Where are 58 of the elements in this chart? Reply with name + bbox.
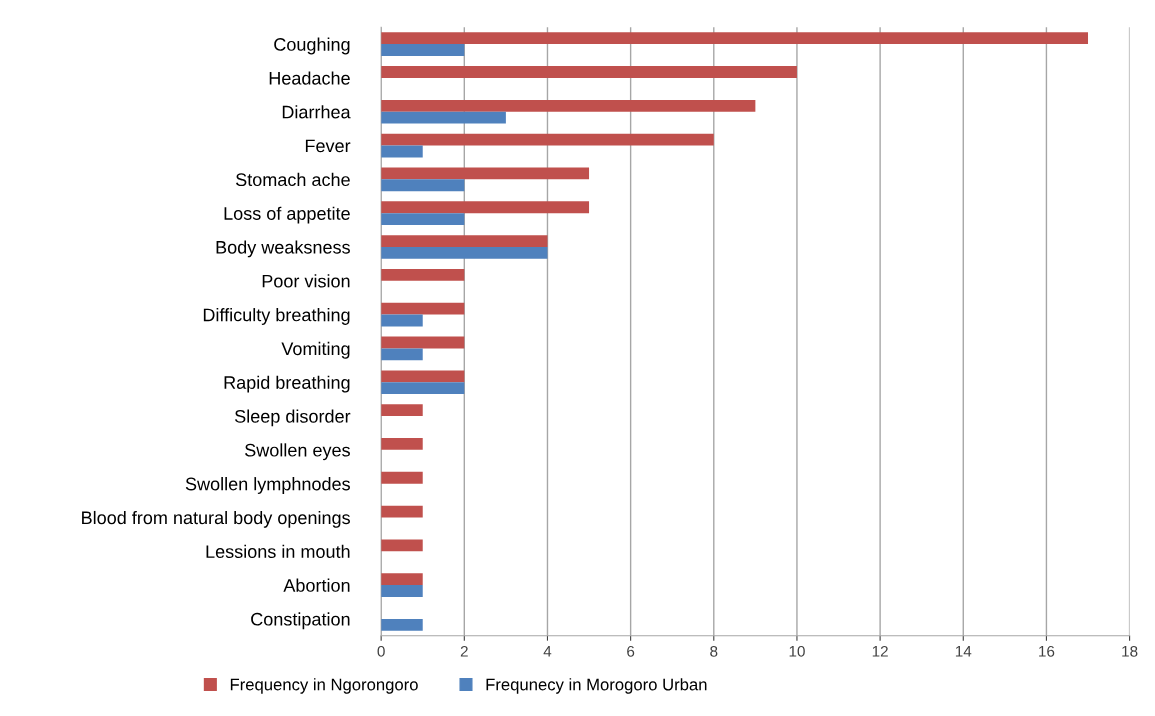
bar xyxy=(381,111,506,124)
bar xyxy=(381,213,465,225)
x-tick-label: 6 xyxy=(627,645,635,657)
x-tick-label: 8 xyxy=(710,645,718,657)
legend-label: Frequency in Ngorongoro xyxy=(230,678,418,694)
bar xyxy=(381,99,756,112)
y-tick-label: Diarrhea xyxy=(282,105,351,119)
y-tick-label: Poor vision xyxy=(262,274,350,288)
bar xyxy=(381,133,714,146)
x-tick-label: 10 xyxy=(789,645,805,657)
bar xyxy=(381,314,423,327)
bar xyxy=(381,179,465,192)
bar xyxy=(381,348,423,361)
bar xyxy=(381,505,423,518)
x-tick-label: 0 xyxy=(377,645,385,657)
bar xyxy=(381,370,465,383)
y-tick-label: Sleep disorder xyxy=(235,409,351,427)
bar xyxy=(381,246,548,259)
y-tick-label: Lessions in mouth xyxy=(206,544,350,558)
bar xyxy=(381,167,590,180)
bar xyxy=(381,471,423,484)
y-tick-label: Difficulty breathing xyxy=(203,308,350,325)
bar xyxy=(381,585,423,597)
x-tick-label: 16 xyxy=(1039,645,1055,657)
y-tick-label: Swollen lymphnodes xyxy=(185,477,350,494)
y-tick-label: Headache xyxy=(269,71,350,85)
bar xyxy=(381,268,465,281)
y-tick-label: Loss of appetite xyxy=(224,206,350,224)
bar xyxy=(381,539,423,552)
bar xyxy=(381,336,465,349)
bar xyxy=(381,302,465,315)
bar xyxy=(381,438,423,450)
legend-label: Frequnecy in Morogoro Urban xyxy=(486,678,707,694)
y-tick-label: Body weaksness xyxy=(216,240,350,258)
y-tick-label: Abortion xyxy=(283,578,350,592)
bar xyxy=(381,201,590,214)
y-tick-label: Stomach ache xyxy=(236,172,350,187)
x-tick-label: 14 xyxy=(955,646,972,657)
x-tick-label: 4 xyxy=(543,646,552,657)
y-tick-label: Constipation xyxy=(251,612,350,630)
y-tick-label: Coughing xyxy=(274,37,350,55)
y-tick-label: Rapid breathing xyxy=(224,375,350,393)
bar xyxy=(381,618,423,631)
y-tick-label: Fever xyxy=(305,139,351,153)
y-tick-label: Vomiting xyxy=(281,341,350,359)
x-tick-label: 2 xyxy=(460,645,468,657)
bar xyxy=(381,66,797,78)
bar xyxy=(381,32,1089,45)
x-tick-label: 18 xyxy=(1122,645,1138,657)
bar xyxy=(381,573,423,586)
bar xyxy=(381,382,465,395)
bar xyxy=(381,145,423,158)
bar xyxy=(381,404,423,417)
x-tick-label: 12 xyxy=(872,645,888,657)
bar xyxy=(381,235,548,247)
bar xyxy=(381,44,465,56)
y-tick-label: Swollen eyes xyxy=(245,443,350,461)
y-tick-label: Blood from natural body openings xyxy=(82,510,350,528)
